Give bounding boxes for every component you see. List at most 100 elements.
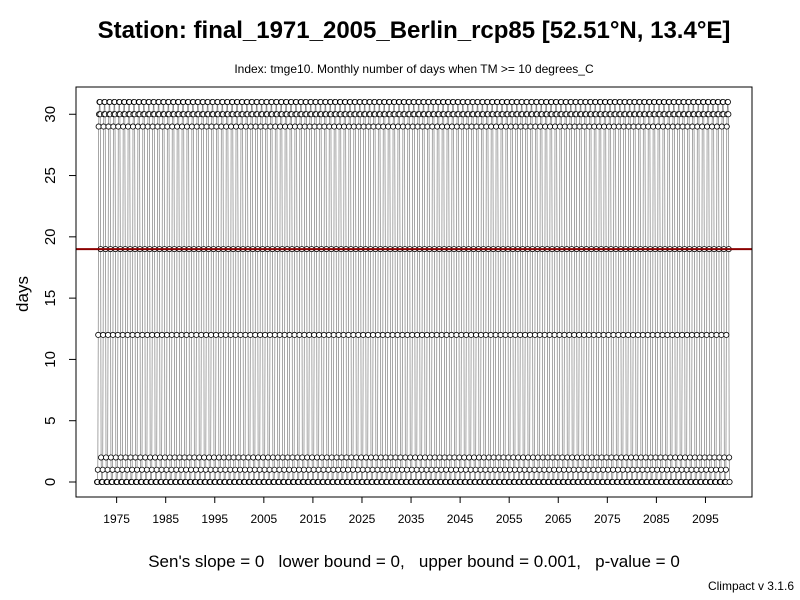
data-point <box>570 466 577 473</box>
data-point <box>122 454 129 461</box>
series-line <box>97 101 730 483</box>
data-point <box>212 466 219 473</box>
data-point <box>181 454 188 461</box>
data-point <box>511 466 518 473</box>
data-point <box>266 466 273 473</box>
data-point <box>610 331 617 338</box>
data-point <box>129 123 136 130</box>
data-point <box>706 454 713 461</box>
data-point <box>709 123 716 130</box>
x-tick-label: 2025 <box>349 512 376 526</box>
data-point <box>588 454 595 461</box>
data-point <box>212 331 219 338</box>
data-point <box>397 454 404 461</box>
data-point <box>585 466 592 473</box>
x-tick-label: 2075 <box>594 512 621 526</box>
data-point <box>99 466 106 473</box>
data-point <box>559 454 566 461</box>
data-point <box>654 466 661 473</box>
data-point <box>394 123 401 130</box>
data-point <box>497 466 504 473</box>
data-point <box>176 454 183 461</box>
data-point <box>237 331 244 338</box>
data-point <box>438 331 445 338</box>
data-point <box>412 454 419 461</box>
data-point <box>379 466 386 473</box>
data-point <box>581 123 588 130</box>
data-point <box>359 466 366 473</box>
data-point <box>654 331 661 338</box>
data-point <box>164 123 171 130</box>
data-point <box>551 466 558 473</box>
data-point <box>300 466 307 473</box>
data-point <box>443 331 450 338</box>
data-point <box>613 454 620 461</box>
data-point <box>713 123 720 130</box>
data-point <box>399 123 406 130</box>
data-point <box>340 123 347 130</box>
data-point <box>457 466 464 473</box>
data-point <box>506 466 513 473</box>
data-point <box>667 454 674 461</box>
y-tick-label: 0 <box>42 478 59 486</box>
data-point <box>129 466 136 473</box>
data-point <box>688 466 695 473</box>
data-point <box>635 123 642 130</box>
data-point <box>210 454 217 461</box>
data-point <box>472 466 479 473</box>
data-point <box>662 454 669 461</box>
data-point <box>309 454 316 461</box>
data-point <box>269 454 276 461</box>
data-point <box>605 331 612 338</box>
data-point <box>208 123 215 130</box>
data-point <box>659 331 666 338</box>
data-point <box>471 454 478 461</box>
data-point <box>132 454 139 461</box>
data-point <box>345 466 352 473</box>
data-point <box>598 454 605 461</box>
data-point <box>377 454 384 461</box>
data-point <box>252 123 259 130</box>
data-point <box>193 123 200 130</box>
data-point <box>424 123 431 130</box>
data-point <box>596 123 603 130</box>
plot-frame <box>75 86 753 498</box>
y-tick-label: 20 <box>42 228 59 245</box>
data-point <box>215 454 222 461</box>
data-point <box>345 123 352 130</box>
data-point <box>634 331 641 338</box>
data-point <box>335 466 342 473</box>
data-point <box>336 123 343 130</box>
data-point <box>267 123 274 130</box>
data-point <box>664 466 671 473</box>
data-point <box>487 331 494 338</box>
data-point <box>299 454 306 461</box>
y-tick-label: 5 <box>42 417 59 425</box>
data-point <box>313 454 320 461</box>
data-point <box>549 454 556 461</box>
data-point <box>637 454 644 461</box>
data-point <box>551 123 558 130</box>
data-point <box>574 454 581 461</box>
data-point <box>417 454 424 461</box>
data-point <box>423 331 430 338</box>
data-point <box>404 331 411 338</box>
data-point <box>468 123 475 130</box>
data-point <box>522 123 529 130</box>
data-point <box>404 123 411 130</box>
data-point <box>473 331 480 338</box>
data-point <box>338 454 345 461</box>
data-point <box>255 454 262 461</box>
data-point <box>257 331 264 338</box>
data-point <box>183 331 190 338</box>
data-point <box>296 123 303 130</box>
data-point <box>306 123 313 130</box>
data-point <box>634 466 641 473</box>
data-point <box>461 454 468 461</box>
data-point <box>703 331 710 338</box>
data-point <box>556 466 563 473</box>
data-point <box>639 466 646 473</box>
data-point <box>169 123 176 130</box>
data-point <box>183 466 190 473</box>
data-point <box>217 331 224 338</box>
